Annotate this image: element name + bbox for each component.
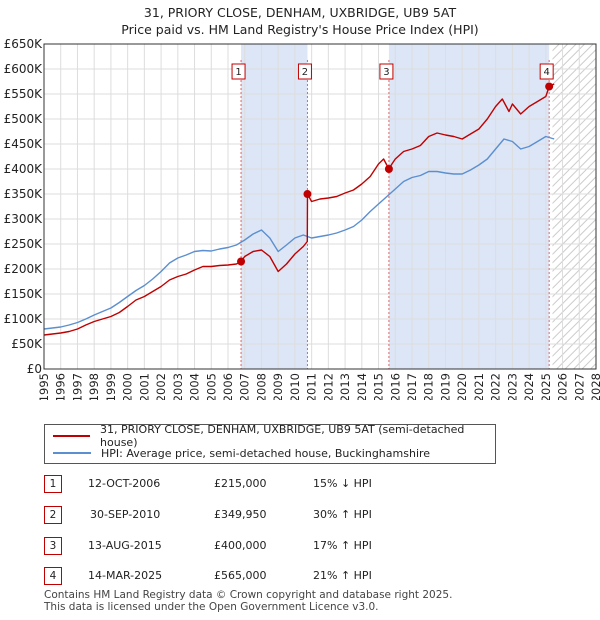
hpi-line [43, 135, 555, 330]
x-tick-label: 2015 [372, 373, 386, 400]
sale-point [384, 165, 393, 173]
sale-date: 14-MAR-2025 [88, 569, 163, 582]
x-tick-label: 2028 [589, 373, 600, 400]
sale-hpi-change: 15% ↓ HPI [313, 477, 372, 490]
sale-date: 13-AUG-2015 [88, 539, 162, 552]
footer: Contains HM Land Registry data © Crown c… [44, 589, 452, 613]
sale-point [237, 257, 246, 266]
x-tick-label: 1997 [70, 373, 84, 400]
x-tick-label: 2008 [254, 373, 268, 400]
sale-number-badge: 2 [44, 506, 62, 524]
sale-price: £565,000 [214, 569, 267, 582]
y-tick-label: £0 [27, 362, 42, 376]
chart-title: 31, PRIORY CLOSE, DENHAM, UXBRIDGE, UB9 … [0, 4, 600, 38]
y-tick-label: £350K [4, 187, 44, 201]
legend-item-hpi: HPI: Average price, semi-detached house,… [53, 445, 430, 461]
x-tick-label: 2009 [271, 373, 285, 400]
sale-marker-box [379, 63, 394, 80]
footer-line1: Contains HM Land Registry data © Crown c… [44, 589, 453, 601]
sale-date: 30-SEP-2010 [90, 508, 161, 521]
legend-label-property: 31, PRIORY CLOSE, DENHAM, UXBRIDGE, UB9 … [100, 423, 465, 449]
x-tick-label: 2005 [204, 373, 218, 400]
x-tick-label: 2004 [188, 373, 202, 400]
sale-hpi-change: 30% ↑ HPI [313, 508, 372, 521]
legend-item-property: 31, PRIORY CLOSE, DENHAM, UXBRIDGE, UB9 … [53, 423, 495, 449]
y-tick-label: £650K [4, 37, 44, 51]
y-tick-label: £300K [4, 212, 44, 226]
legend-swatch-property [53, 435, 91, 437]
forecast-hatch [552, 44, 596, 369]
shaded-period [388, 44, 550, 369]
sale-hpi-change: 17% ↑ HPI [313, 539, 372, 552]
shaded-period [241, 44, 308, 369]
legend: 31, PRIORY CLOSE, DENHAM, UXBRIDGE, UB9 … [44, 423, 496, 464]
sale-marker-box [297, 63, 312, 80]
y-tick-label: £50K [11, 337, 43, 351]
sale-date: 12-OCT-2006 [88, 477, 161, 490]
x-tick-label: 2002 [154, 373, 168, 400]
sale-number-badge: 1 [44, 475, 62, 493]
sale-marker-label: 1 [235, 67, 241, 78]
sale-number-badge: 4 [44, 567, 62, 585]
x-tick-label: 2006 [221, 373, 235, 400]
x-tick-label: 2014 [355, 373, 369, 400]
x-tick-label: 2001 [137, 373, 151, 400]
x-tick-label: 2027 [572, 373, 586, 400]
sale-row: 1 12-OCT-2006 £215,000 15% ↓ HPI [44, 475, 564, 493]
legend-swatch-hpi [53, 452, 91, 454]
y-tick-label: £150K [4, 287, 44, 301]
x-tick-label: 1999 [104, 373, 118, 400]
x-tick-label: 2020 [455, 373, 469, 400]
x-tick-label: 2021 [472, 373, 486, 400]
x-tick-label: 1996 [54, 373, 68, 400]
y-tick-label: £400K [4, 162, 44, 176]
sale-point [545, 82, 554, 91]
sale-price: £215,000 [214, 477, 267, 490]
y-tick-label: £450K [4, 137, 44, 151]
sale-marker-label: 4 [543, 67, 549, 78]
sale-marker-box [539, 63, 554, 80]
sale-point [303, 190, 312, 199]
x-tick-label: 2012 [321, 373, 335, 400]
sale-price: £400,000 [214, 539, 267, 552]
y-tick-label: £200K [4, 262, 44, 276]
price-chart: 1 2 3 4 £0 £50K £100K £150K £200K £250K £300K £350… [4, 37, 600, 400]
plot-border [43, 43, 597, 370]
legend-label-hpi: HPI: Average price, semi-detached house,… [101, 446, 431, 460]
footer-line2: This data is licensed under the Open Gov… [44, 601, 379, 613]
x-tick-label: 2007 [238, 373, 252, 400]
chart-title-line1: 31, PRIORY CLOSE, DENHAM, UXBRIDGE, UB9 … [143, 5, 457, 20]
x-tick-label: 2010 [288, 373, 302, 400]
y-tick-label: £250K [4, 237, 44, 251]
sale-hpi-change: 21% ↑ HPI [313, 569, 372, 582]
chart-title-line2: Price paid vs. HM Land Registry's House … [121, 22, 479, 37]
x-tick-label: 2011 [305, 373, 319, 400]
x-tick-label: 2026 [556, 373, 570, 400]
y-tick-label: £550K [4, 87, 44, 101]
sale-marker-label: 2 [302, 67, 308, 78]
sale-row: 3 13-AUG-2015 £400,000 17% ↑ HPI [44, 537, 564, 555]
x-tick-label: 2013 [338, 373, 352, 400]
sale-number-badge: 3 [44, 537, 62, 555]
x-tick-label: 2000 [121, 373, 135, 400]
sale-marker-box [231, 63, 246, 80]
sale-row: 2 30-SEP-2010 £349,950 30% ↑ HPI [44, 506, 564, 524]
x-tick-label: 2019 [438, 373, 452, 400]
x-tick-label: 2025 [539, 373, 553, 400]
sale-row: 4 14-MAR-2025 £565,000 21% ↑ HPI [44, 567, 564, 585]
x-tick-label: 2018 [422, 373, 436, 400]
y-tick-label: £600K [4, 62, 44, 76]
x-tick-label: 2023 [505, 373, 519, 400]
x-tick-label: 2003 [171, 373, 185, 400]
x-tick-label: 1998 [87, 373, 101, 400]
sale-marker-label: 3 [383, 67, 389, 78]
y-tick-label: £500K [4, 112, 44, 126]
x-tick-label: 2022 [489, 373, 503, 400]
x-tick-label: 2017 [405, 373, 419, 400]
x-tick-label: 1995 [37, 373, 51, 400]
y-tick-label: £100K [4, 312, 44, 326]
x-tick-label: 2024 [522, 373, 536, 400]
x-tick-label: 2016 [388, 373, 402, 400]
sale-price: £349,950 [214, 508, 267, 521]
